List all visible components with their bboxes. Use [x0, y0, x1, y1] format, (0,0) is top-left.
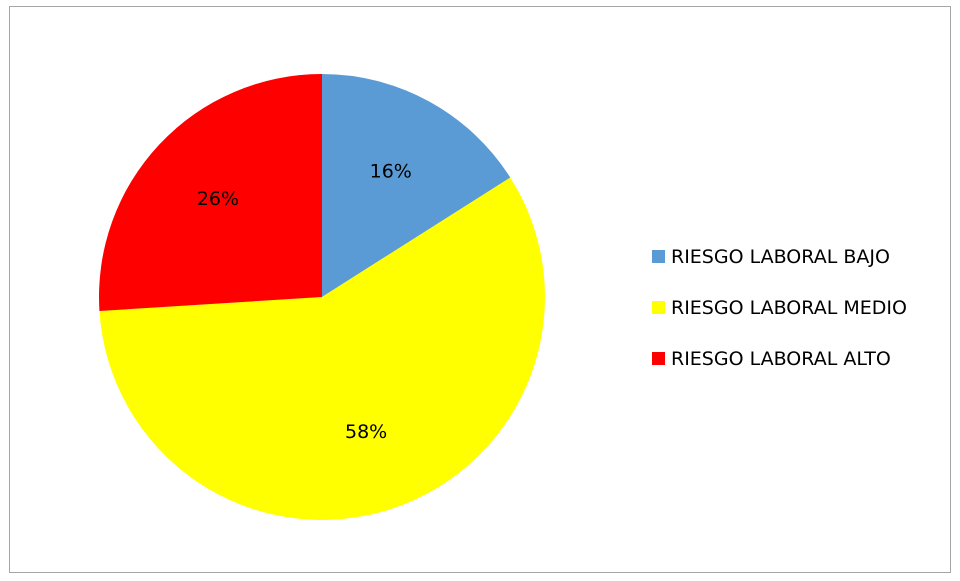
legend-swatch-alto	[652, 352, 665, 365]
pie-slice-alto	[99, 74, 322, 312]
legend-label-alto: RIESGO LABORAL ALTO	[671, 347, 891, 370]
legend-swatch-medio	[652, 301, 665, 314]
legend-item-medio: RIESGO LABORAL MEDIO	[652, 282, 907, 333]
pie-slice-bajo	[322, 74, 511, 297]
data-label-medio: 58%	[345, 421, 387, 443]
data-label-alto: 26%	[197, 188, 239, 210]
legend-item-alto: RIESGO LABORAL ALTO	[652, 333, 907, 384]
legend-swatch-bajo	[652, 250, 665, 263]
legend-label-medio: RIESGO LABORAL MEDIO	[671, 296, 907, 319]
legend: RIESGO LABORAL BAJO RIESGO LABORAL MEDIO…	[652, 231, 907, 384]
legend-label-bajo: RIESGO LABORAL BAJO	[671, 245, 890, 268]
pie-slice-medio	[99, 177, 546, 520]
data-label-bajo: 16%	[370, 160, 412, 182]
legend-item-bajo: RIESGO LABORAL BAJO	[652, 231, 907, 282]
